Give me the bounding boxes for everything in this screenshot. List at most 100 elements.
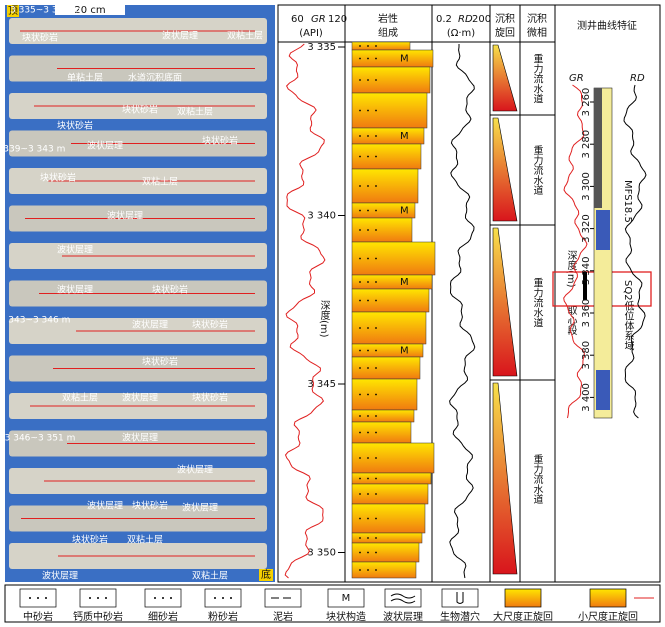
dot: [375, 457, 377, 459]
panel-column-blue: [596, 210, 610, 250]
panel-gr: GR: [569, 73, 584, 84]
facies-header: 沉积: [527, 12, 547, 25]
lith-bed: [351, 288, 430, 313]
dot: [367, 493, 369, 495]
dot: [367, 281, 369, 283]
dot: [105, 597, 107, 599]
core-label: 块状砂岩: [40, 172, 76, 184]
core-label: 块状砂岩: [192, 392, 228, 404]
dot: [367, 109, 369, 112]
dot: [375, 257, 377, 260]
core-label: 块状砂岩: [202, 135, 238, 147]
core-label: 双粘土层: [177, 106, 213, 118]
core-label: 双粘土层: [192, 570, 228, 582]
core-label: 单粘土层: [67, 72, 103, 84]
lith-header: 岩性: [378, 12, 398, 25]
dot: [375, 109, 377, 112]
core-label: 双粘土层: [227, 30, 263, 42]
legend-label: 泥岩: [273, 610, 293, 623]
rd-name: RD: [458, 14, 473, 25]
legend-swatch: [441, 588, 479, 608]
lith-symbol: M: [400, 277, 409, 288]
dot: [359, 493, 361, 495]
dot: [375, 327, 377, 329]
dot: [359, 327, 361, 329]
dot: [359, 457, 361, 459]
lith-bed: [351, 217, 413, 243]
panel-column-mud: [594, 88, 602, 208]
dot: [367, 477, 369, 480]
cycle-header: 旋回: [495, 26, 515, 39]
dot: [367, 229, 369, 231]
dot: [375, 551, 377, 554]
dot: [367, 327, 369, 329]
dot: [359, 431, 361, 434]
dot: [367, 45, 369, 47]
dot: [359, 257, 361, 260]
dot: [375, 517, 377, 520]
lith-symbol: M: [400, 54, 409, 65]
dot: [375, 57, 377, 60]
lith-bed: [351, 472, 432, 485]
legend-symbol: M: [342, 593, 351, 604]
lith-header: 组成: [378, 26, 398, 39]
lith-bed: [351, 532, 423, 544]
dot: [375, 299, 377, 302]
lith-bed: [351, 561, 417, 579]
dot: [367, 185, 369, 187]
rd-unit: (Ω·m): [447, 28, 475, 39]
panel-depth-tick-label: 3 340: [581, 256, 592, 285]
lith-bed: [351, 503, 426, 534]
dot: [367, 415, 369, 417]
core-label: 块状砂岩: [72, 534, 108, 546]
dot: [230, 597, 232, 599]
dot: [367, 79, 369, 81]
dot: [375, 135, 377, 137]
dot: [359, 109, 361, 112]
dot: [162, 597, 164, 599]
dot: [359, 185, 361, 187]
gr-name: GR: [311, 14, 326, 25]
legend-label: 细砂岩: [148, 610, 178, 623]
core-label: 3 346~3 351 m: [5, 434, 76, 444]
dot: [170, 597, 172, 599]
legend-swatch: [589, 588, 627, 608]
facies-header: 微相: [527, 26, 547, 39]
log-curve: [563, 84, 588, 419]
lith-bed: [351, 409, 415, 423]
panel-core: [583, 272, 587, 300]
lith-symbol: M: [400, 346, 409, 357]
legend-label: 小尺度正旋回: [578, 610, 638, 623]
cycle: [492, 44, 518, 112]
lith-bed: [351, 378, 418, 411]
core-label: 3 335~3 339 m: [10, 6, 81, 16]
lith-bed: [351, 356, 421, 380]
dot: [89, 597, 91, 599]
panel-rd: RD: [630, 73, 645, 84]
lith-bed: [351, 66, 431, 94]
dot: [359, 393, 361, 396]
lith-bed: [351, 127, 425, 145]
panel-title: 测井曲线特征: [577, 19, 637, 32]
dot: [29, 597, 31, 599]
dot: [37, 597, 39, 599]
panel-column-blue: [596, 370, 610, 410]
dot: [375, 209, 377, 212]
lith-bed: [351, 92, 428, 129]
dot: [359, 477, 361, 480]
legend-label: 生物潜穴: [440, 610, 480, 623]
panel-depth-tick-label: 3 300: [581, 172, 592, 201]
depth-label: 深度(m): [318, 300, 330, 338]
dot: [367, 299, 369, 302]
dot: [359, 229, 361, 231]
bottom-label: 底: [261, 568, 271, 581]
dot: [359, 281, 361, 283]
lith-symbol: M: [400, 206, 409, 217]
lith-symbol: M: [400, 131, 409, 142]
dot: [375, 393, 377, 396]
core-label: 双粘土层: [127, 534, 163, 546]
core-label: 双粘土层: [142, 176, 178, 188]
dot: [375, 79, 377, 81]
dot: [375, 493, 377, 495]
